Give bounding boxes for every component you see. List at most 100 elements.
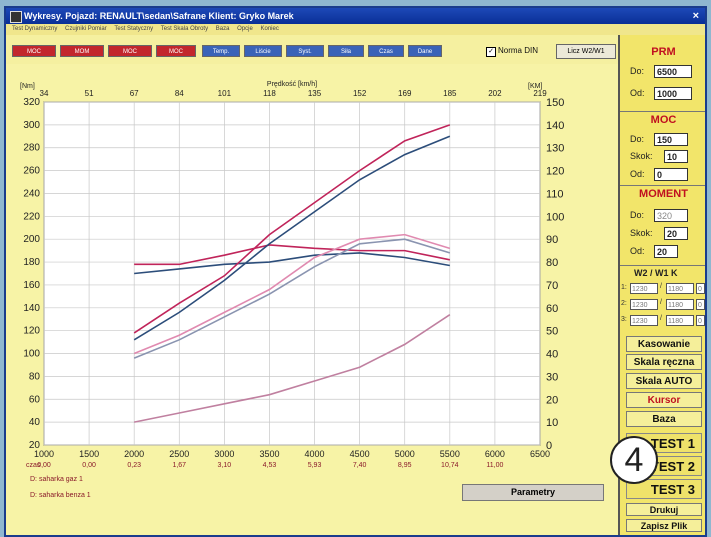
series-line-3 [133,135,451,341]
test-3-button[interactable]: TEST 3 [626,479,702,499]
y-right-tick-label: 150 [546,97,564,109]
toolbar-moc-compare-button[interactable]: MOC [108,45,152,57]
menu-item[interactable]: Baza [215,26,230,32]
y-left-tick-label: 320 [23,97,40,108]
w1-input[interactable]: 1180 [666,283,694,294]
moment-od-input[interactable]: 20 [654,245,678,258]
moment-do-input[interactable]: 320 [654,209,688,222]
k-input[interactable]: 0 [696,315,705,326]
menu-item[interactable]: Test Statyczny [114,26,154,32]
left-axis-label: [Nm] [20,83,35,90]
moc-do-row: Do: 150 [620,133,705,147]
moc-skok-input[interactable]: 10 [664,150,688,163]
w1-input[interactable]: 1180 [666,299,694,310]
toolbar-czas-button[interactable]: Czas [368,45,404,57]
y-right-tick-label: 120 [546,166,564,178]
x-tick-label: 6000 [485,449,505,459]
y-right-tick-label: 50 [546,326,558,338]
skala-reczna-button[interactable]: Skala ręczna [626,354,702,370]
y-left-tick-label: 80 [29,371,41,382]
moment-skok-input[interactable]: 20 [664,227,688,240]
zapisz-plik-button[interactable]: Zapisz Plik [626,519,702,532]
series-line-2 [133,124,451,334]
toolbar-list-button[interactable]: Liście [244,45,282,57]
moc-do-label: Do: [630,134,645,144]
y-left-tick-label: 60 [29,394,41,405]
x-tick-label: 4500 [350,449,370,459]
app-icon [10,11,22,23]
menu-bar: Test Dynamiczny Czujniki Pomiar Test Sta… [6,24,705,35]
toolbar-dane-button[interactable]: Dane [408,45,442,57]
y-left-tick-label: 220 [23,211,40,222]
w1-input[interactable]: 1180 [666,315,694,326]
y-right-tick-label: 0 [546,440,552,452]
time-value: 1,67 [172,462,186,469]
x-tick-label: 2500 [169,449,189,459]
y-right-tick-label: 140 [546,120,564,132]
menu-item[interactable]: Test Dynamiczny [12,26,58,32]
time-value: 4,53 [263,462,277,469]
moc-od-label: Od: [630,169,645,179]
prm-od-input[interactable]: 1000 [654,87,692,100]
y-right-tick-label: 130 [546,143,564,155]
w2-input[interactable]: 1230 [630,299,658,310]
speed-tick-label: 51 [85,89,94,98]
moc-od-row: Od: 0 [620,168,705,182]
w-ratio-row: 3: 1230 / 1180 0 [620,315,705,327]
x-tick-label: 4000 [305,449,325,459]
y-left-tick-label: 120 [23,326,40,337]
moc-skok-row: Skok: 10 [620,150,705,164]
w-row-number: 2: [621,300,627,307]
toolbar-moc-button[interactable]: MOC [12,45,56,57]
w-ratio-row: 1: 1230 / 1180 0 [620,283,705,295]
divider [620,111,705,112]
toolbar-temp-button[interactable]: Temp. [202,45,240,57]
step-number-badge: 4 [610,436,658,484]
menu-item[interactable]: Test Skala Obroty [160,26,209,32]
menu-item[interactable]: Czujniki Pomiar [65,26,107,32]
baza-button[interactable]: Baza [626,411,702,427]
speed-tick-label: 84 [175,89,184,98]
menu-item[interactable]: Koniec [260,26,279,32]
x-tick-label: 1500 [79,449,99,459]
speed-tick-label: 202 [488,89,502,98]
close-icon[interactable]: × [692,10,699,22]
prm-do-input[interactable]: 6500 [654,65,692,78]
skala-auto-button[interactable]: Skala AUTO [626,373,702,389]
w2-input[interactable]: 1230 [630,315,658,326]
x-tick-label: 5500 [440,449,460,459]
toolbar-syst-button[interactable]: Syst. [286,45,324,57]
toolbar: MOC MOM MOC MOC Temp. Liście Syst. Siła … [6,35,618,69]
moc-od-input[interactable]: 0 [654,168,688,181]
drukuj-button[interactable]: Drukuj [626,503,702,516]
x-tick-label: 3500 [259,449,279,459]
kasowanie-button[interactable]: Kasowanie [626,336,702,352]
toolbar-sila-button[interactable]: Siła [328,45,364,57]
ratio-button[interactable]: Licz W2/W1 [556,44,616,59]
k-input[interactable]: 0 [696,283,705,294]
k-input[interactable]: 0 [696,299,705,310]
moc-group: MOC Do: 150 Skok: 10 Od: 0 [620,113,705,181]
toolbar-moc-alt-button[interactable]: MOC [156,45,196,57]
series-line-1 [134,252,450,275]
y-left-tick-label: 100 [23,349,40,360]
dyno-chart[interactable]: 1000 1500 2000 2500 3000 3500 4000 4500 5000 5500… [6,64,618,537]
toolbar-mom-button[interactable]: MOM [60,45,104,57]
moment-group: MOMENT Do: 320 Skok: 20 Od: 20 [620,187,705,258]
w-row-number: 1: [621,284,627,291]
moment-do-label: Do: [630,210,645,220]
time-value: 7,40 [353,462,367,469]
parametry-button[interactable]: Parametry [462,484,604,501]
moc-do-input[interactable]: 150 [654,133,688,146]
legend-entry: D: saharka benza 1 [30,492,91,499]
w-row-number: 3: [621,316,627,323]
moc-skok-label: Skok: [630,151,653,161]
title-bar: Wykresy. Pojazd: RENAULT\sedan\Safrane K… [6,8,705,24]
norma-din-checkbox[interactable]: ✓ [486,47,496,57]
time-value: 11,00 [486,462,503,469]
kursor-button[interactable]: Kursor [626,392,702,408]
menu-item[interactable]: Opcje [237,26,253,32]
time-label: czas [26,462,41,469]
w2-input[interactable]: 1230 [630,283,658,294]
moment-do-row: Do: 320 [620,209,705,223]
